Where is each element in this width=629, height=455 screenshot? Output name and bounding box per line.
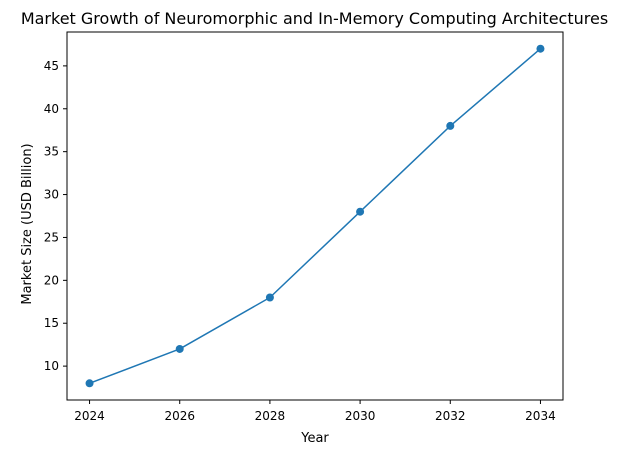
x-tick-label: 2030 [345,409,376,423]
y-tick-label: 30 [44,188,59,202]
y-tick-label: 25 [44,230,59,244]
x-tick-label: 2024 [74,409,105,423]
x-axis-label: Year [300,431,329,446]
data-point [536,45,544,53]
y-tick-label: 40 [44,102,59,116]
series-layer [86,45,545,388]
y-tick-label: 35 [44,145,59,159]
x-tick-label: 2028 [255,409,286,423]
y-tick-label: 20 [44,273,59,287]
y-axis: 10 15 20 25 30 35 40 45 [44,59,67,373]
x-tick-label: 2034 [525,409,556,423]
data-point [266,293,274,301]
market-growth-line [90,49,541,384]
chart-title: Market Growth of Neuromorphic and In-Mem… [21,9,608,28]
plot-frame [67,32,563,400]
data-point [176,345,184,353]
y-tick-label: 15 [44,316,59,330]
data-point [446,122,454,130]
x-tick-label: 2032 [435,409,466,423]
plot-area [67,32,563,400]
y-tick-label: 10 [44,359,59,373]
x-axis: 2024 2026 2028 2030 2032 2034 [74,400,555,423]
y-tick-label: 45 [44,59,59,73]
y-axis-label: Market Size (USD Billion) [20,143,35,304]
data-point [86,379,94,387]
data-point [356,208,364,216]
x-tick-label: 2026 [164,409,195,423]
